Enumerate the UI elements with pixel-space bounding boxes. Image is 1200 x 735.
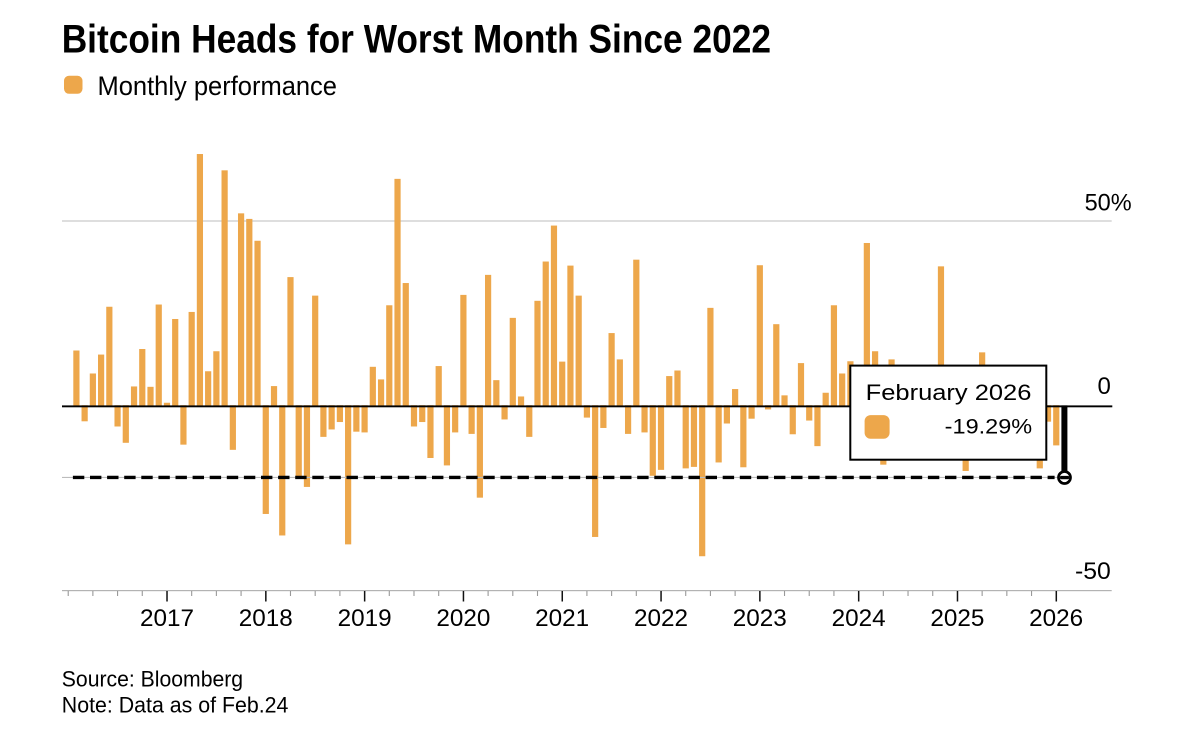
svg-text:2018: 2018 (239, 605, 293, 632)
svg-text:2025: 2025 (930, 605, 984, 632)
svg-text:2019: 2019 (338, 605, 392, 632)
svg-text:Bitcoin Heads for Worst Month: Bitcoin Heads for Worst Month Since 2022 (62, 18, 771, 62)
svg-text:2022: 2022 (634, 605, 688, 632)
svg-text:0: 0 (1097, 373, 1110, 400)
svg-text:-19.29%: -19.29% (945, 415, 1033, 439)
svg-text:2021: 2021 (535, 605, 589, 632)
svg-text:Source: Bloomberg: Source: Bloomberg (62, 666, 243, 691)
svg-text:2026: 2026 (1029, 605, 1083, 632)
svg-text:2020: 2020 (436, 605, 490, 632)
svg-text:-50: -50 (1075, 558, 1111, 585)
svg-text:50%: 50% (1085, 189, 1132, 216)
svg-text:2023: 2023 (733, 605, 787, 632)
svg-text:2017: 2017 (140, 605, 194, 632)
svg-text:February 2026: February 2026 (866, 380, 1032, 405)
svg-text:2024: 2024 (832, 605, 886, 632)
svg-text:Note: Data as of Feb.24: Note: Data as of Feb.24 (62, 693, 289, 718)
svg-text:Monthly performance: Monthly performance (98, 71, 338, 101)
